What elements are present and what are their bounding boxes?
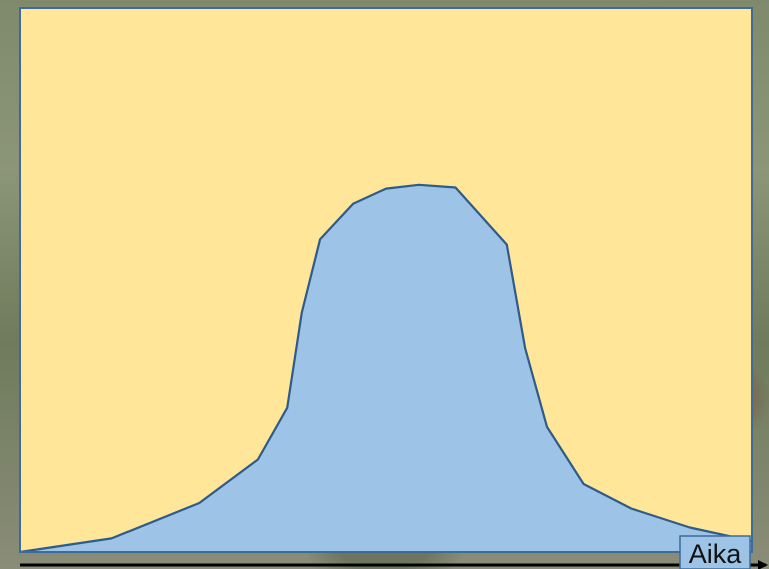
plot-frame [19, 7, 753, 553]
x-axis-label-box [679, 535, 751, 569]
x-axis-label: Aika [689, 539, 743, 569]
area-series [20, 184, 752, 553]
series-line [19, 183, 753, 554]
